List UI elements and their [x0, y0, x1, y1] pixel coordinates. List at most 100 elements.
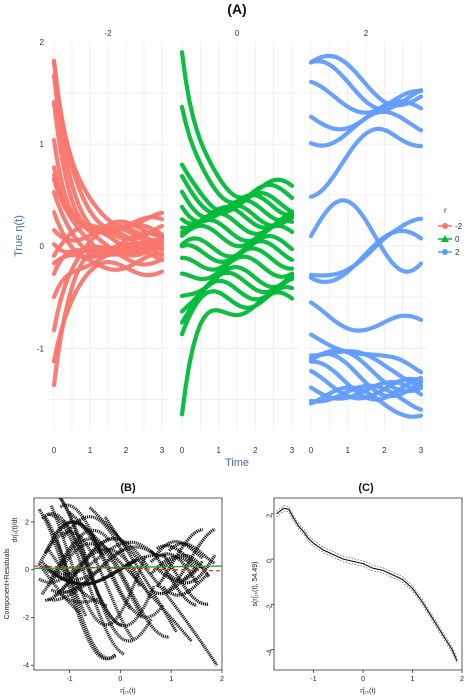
figure-title-c: (C)	[358, 482, 374, 494]
residual-track	[48, 512, 126, 656]
series-line-2	[308, 109, 424, 148]
confidence-band-upper	[276, 505, 458, 659]
x-tick-label: 0	[309, 446, 314, 455]
series-line-2	[308, 368, 424, 401]
y-tick-label: -4	[23, 663, 29, 670]
series-line-2	[308, 126, 424, 199]
legend-swatch-marker	[442, 249, 448, 255]
figure-title-b: (B)	[120, 482, 136, 494]
x-axis-label: η̂₁ₛ(t)	[120, 688, 135, 695]
x-tick-label: 1	[88, 446, 93, 455]
legend-entry-label: 0	[455, 235, 460, 244]
legend-entry-label: -2	[455, 222, 463, 231]
residual-track	[44, 540, 159, 577]
residual-track	[41, 558, 137, 586]
legend-entry-label: 2	[455, 248, 460, 257]
x-tick-label: 0	[52, 446, 57, 455]
series-line-2	[308, 216, 424, 278]
y-tick-label: 0	[25, 567, 29, 574]
series-line--2	[51, 251, 165, 272]
facet-strip-label: 2	[364, 29, 369, 38]
series-line-0	[179, 246, 295, 272]
residual-track	[49, 528, 111, 580]
residual-track	[62, 519, 123, 628]
y-axis-label: s(η̂₁ₛ(t), 54.49)	[252, 561, 259, 606]
residual-track	[168, 542, 216, 565]
series-line-2	[308, 300, 424, 333]
y-tick-label: 2	[40, 38, 45, 47]
panel-b-chart: -1 0 1 2 -4 -2 0 2 η̂₁ₛ(t) Component+Residualsdη̂…	[4, 497, 224, 695]
x-tick-label: 1	[216, 446, 221, 455]
residual-track	[168, 527, 216, 591]
panel-c-chart: -1 0 1 2 -4 -2 0 2 η̂₁ₛ(t) s(η̂₁ₛ(t), 54.49)	[252, 497, 464, 695]
series-line-0	[179, 189, 295, 223]
x-axis-label: Time	[225, 457, 249, 469]
x-tick-label: 2	[124, 446, 129, 455]
x-axis-label: η̂₁ₛ(t)	[360, 688, 375, 695]
legend-swatch-marker	[441, 235, 449, 242]
x-tick-label: 3	[419, 446, 424, 455]
x-tick-label: -1	[66, 676, 72, 683]
y-tick-label: -1	[37, 344, 45, 353]
legend-swatch-marker	[442, 223, 448, 229]
residual-track	[161, 553, 210, 606]
x-tick-label: 1	[411, 676, 415, 683]
series-line-2	[308, 198, 424, 274]
confidence-band-lower	[276, 510, 458, 664]
y-tick-label: 0	[40, 242, 45, 251]
facet-strip-label: 0	[235, 29, 240, 38]
x-tick-label: 2	[382, 446, 387, 455]
residual-track	[52, 520, 132, 610]
panel-a-chart: -2 0 1 2 3 0 0 1 2 3 2 0 1 2 3 -1 0 1 2 Time True η(t) r -2 0 2	[13, 29, 463, 469]
x-tick-label: 1	[169, 676, 173, 683]
residual-track	[43, 520, 106, 559]
y-axis-label-secondary: dη̂ₛ(t)/dt	[12, 518, 19, 543]
residual-track	[58, 498, 153, 643]
x-tick-label: 0	[180, 446, 185, 455]
residual-track	[37, 563, 81, 614]
residual-track	[47, 581, 90, 602]
series-line--2	[51, 219, 165, 333]
x-tick-label: 2	[220, 676, 224, 683]
series-line-2	[308, 385, 424, 419]
fitted-smooth-line	[33, 565, 223, 570]
residual-track	[68, 511, 193, 643]
y-tick-label: -2	[23, 615, 29, 622]
y-tick-label: 0	[267, 559, 274, 563]
fitted-linear-line	[33, 565, 223, 572]
series-line-2	[308, 348, 424, 394]
residual-track	[88, 506, 219, 667]
residual-track	[149, 567, 198, 596]
series-line-2	[308, 351, 424, 399]
x-tick-label: 3	[160, 446, 165, 455]
x-tick-label: -1	[310, 676, 316, 683]
residual-track	[37, 508, 117, 661]
x-tick-label: 0	[118, 676, 122, 683]
series-line-0	[179, 50, 295, 200]
residual-track	[43, 515, 88, 617]
x-tick-label: 3	[290, 446, 295, 455]
facet-strip-label: -2	[104, 29, 112, 38]
series-line-2	[308, 383, 424, 412]
residual-track	[62, 515, 142, 587]
x-tick-label: 2	[253, 446, 258, 455]
series-line-0	[179, 254, 295, 282]
y-tick-label: 2	[267, 514, 274, 518]
series-line-2	[308, 53, 424, 108]
x-tick-label: 1	[345, 446, 350, 455]
y-tick-label: -4	[267, 650, 274, 656]
residual-track	[161, 553, 211, 578]
y-tick-label: 1	[40, 140, 45, 149]
residual-tracks	[37, 498, 219, 667]
residual-track	[59, 503, 103, 555]
legend-title: r	[444, 206, 447, 215]
residual-track	[49, 520, 165, 620]
x-tick-label: 2	[460, 676, 464, 683]
residual-track	[168, 554, 217, 585]
residual-track	[44, 536, 122, 603]
y-axis-label: True η(t)	[13, 215, 25, 257]
x-tick-label: 0	[361, 676, 365, 683]
series-line--2	[51, 241, 165, 388]
series-line-0	[179, 223, 295, 249]
